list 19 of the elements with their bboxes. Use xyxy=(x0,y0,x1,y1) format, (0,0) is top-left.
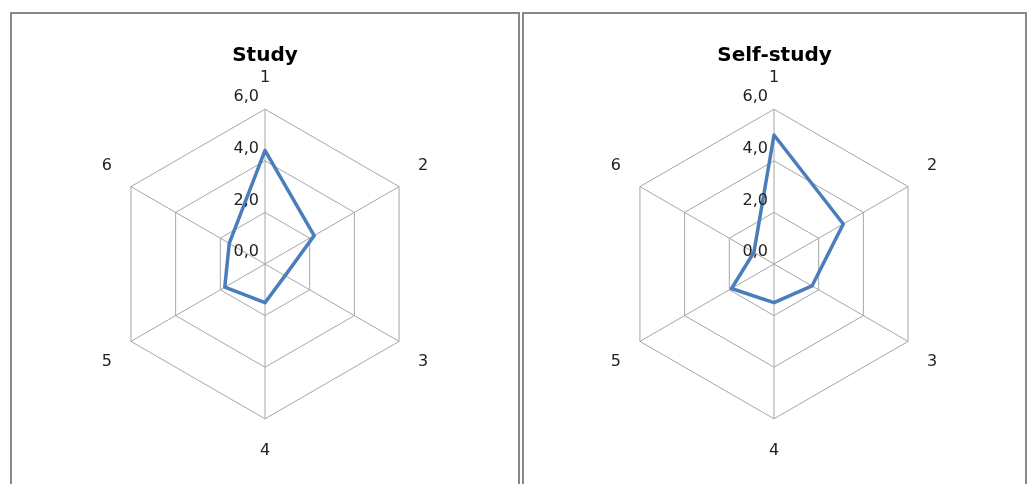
chart-title: Self-study xyxy=(717,42,832,67)
spoke-label: 1 xyxy=(768,66,780,86)
spoke-label: 5 xyxy=(101,351,112,371)
spoke-label: 2 xyxy=(418,155,429,175)
chart-title: Study xyxy=(232,42,298,67)
y-tick-label: 4,0 xyxy=(742,137,768,157)
spoke-label: 4 xyxy=(259,439,271,459)
y-tick-label: 6,0 xyxy=(233,86,259,106)
spoke-label: 2 xyxy=(927,155,938,175)
y-tick-label: 6,0 xyxy=(742,86,768,106)
spoke-label: 3 xyxy=(927,351,938,371)
y-tick-label: 0,0 xyxy=(233,241,259,261)
spoke-label: 6 xyxy=(610,155,621,175)
spoke-label: 1 xyxy=(259,66,271,86)
spoke-label: 3 xyxy=(418,351,429,371)
spoke-label: 4 xyxy=(768,439,780,459)
spoke-label: 6 xyxy=(101,155,112,175)
spoke-label: 5 xyxy=(610,351,621,371)
y-tick-label: 4,0 xyxy=(233,137,259,157)
